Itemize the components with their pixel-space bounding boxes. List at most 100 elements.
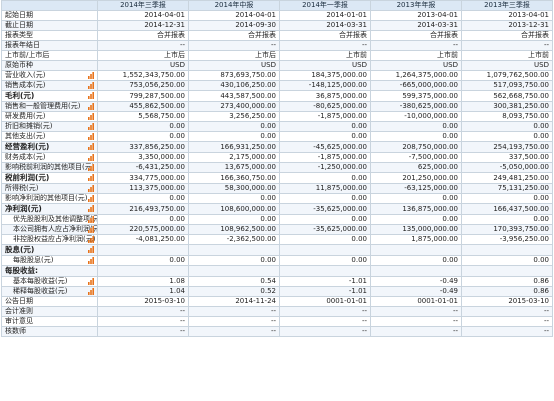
value-cell: 13,675,000.00	[188, 162, 280, 173]
value-cell: 0.52	[188, 286, 280, 297]
value-cell: 合并报表	[188, 30, 280, 41]
table-row: 所得税(元) 113,375,000.00 58,300,000.00 11,875,…	[1, 183, 553, 194]
value-cell: -2,362,500.00	[188, 234, 280, 245]
table-row: 财务成本(元) 3,350,000.00 2,175,000.00 -1,875,00…	[1, 152, 553, 163]
row-label: 基本每股收益(元)	[1, 276, 98, 287]
table-row: 稀释每股收益(元) 1.04 0.52 -1.01 -0.49 0.86	[1, 286, 553, 297]
table-row: 净利润(元) 216,493,750.00 108,600,000.00 -35,62…	[1, 203, 553, 215]
value-cell: 0.00	[188, 214, 280, 225]
value-cell: USD	[279, 60, 371, 71]
value-cell: --	[188, 316, 280, 327]
value-cell: 2013-12-31	[461, 20, 553, 31]
row-label: 研发费用(元)	[1, 111, 98, 122]
value-cell: 273,400,000.00	[188, 101, 280, 112]
chart-icon[interactable]	[88, 257, 95, 264]
value-cell: 0.86	[461, 286, 553, 297]
row-label: 税前利润(元)	[1, 172, 98, 184]
value-cell: 36,875,000.00	[279, 90, 371, 102]
chart-icon[interactable]	[88, 82, 95, 89]
value-cell: 873,693,750.00	[188, 70, 280, 81]
table-row: 非控股权益应占净利润(元) -4,081,250.00 -2,362,500.00 0…	[1, 234, 553, 245]
value-cell: 430,106,250.00	[188, 80, 280, 91]
value-cell: 2,175,000.00	[188, 152, 280, 163]
table-row: 基本每股收益(元) 1.08 0.54 -1.01 -0.49 0.86	[1, 276, 553, 287]
value-cell	[97, 265, 189, 277]
value-cell: 0.00	[370, 214, 462, 225]
value-cell: 208,750,000.00	[370, 141, 462, 153]
row-label-text: 折旧和摊销(元)	[5, 122, 53, 131]
value-cell: 0.00	[370, 255, 462, 266]
table-row: 审计意见 -- -- -- -- --	[1, 316, 553, 327]
value-cell: -80,625,000.00	[279, 101, 371, 112]
chart-icon[interactable]	[88, 133, 95, 140]
value-cell: -0.49	[370, 286, 462, 297]
chart-icon[interactable]	[88, 216, 95, 223]
chart-icon[interactable]	[88, 236, 95, 243]
table-row: 经营盈利(元) 337,856,250.00 166,931,250.00 -45,6…	[1, 141, 553, 153]
income-statement-table: 2014年三季报 2014年中报 2014年一季报 2013年年报 2013年三…	[1, 0, 553, 337]
chart-icon[interactable]	[88, 164, 95, 171]
value-cell	[461, 265, 553, 277]
chart-icon[interactable]	[88, 113, 95, 120]
value-cell: 11,875,000.00	[279, 183, 371, 194]
value-cell: 0.00	[279, 131, 371, 142]
value-cell: --	[461, 326, 553, 337]
row-label-text: 毛利(元)	[5, 91, 35, 101]
value-cell: 0.54	[188, 276, 280, 287]
chart-icon[interactable]	[88, 123, 95, 130]
value-cell: --	[461, 316, 553, 327]
chart-icon[interactable]	[88, 143, 95, 150]
chart-icon[interactable]	[88, 72, 95, 79]
chart-icon[interactable]	[88, 92, 95, 99]
value-cell: 合并报表	[461, 30, 553, 41]
value-cell: 0.00	[97, 214, 189, 225]
row-label: 稀释每股收益(元)	[1, 286, 98, 297]
table-row: 研发费用(元) 5,568,750.00 3,256,250.00 -1,875,00…	[1, 111, 553, 122]
value-cell: -4,081,250.00	[97, 234, 189, 245]
row-label: 本公司拥有人应占净利润(元)	[1, 224, 98, 235]
chart-icon[interactable]	[88, 205, 95, 212]
value-cell: 1.04	[97, 286, 189, 297]
table-row: 其他支出(元) 0.00 0.00 0.00 0.00 0.00	[1, 131, 553, 142]
table-row: 折旧和摊销(元) 0.00 0.00 0.00 0.00 0.00	[1, 121, 553, 132]
chart-icon[interactable]	[88, 174, 95, 181]
chart-icon[interactable]	[88, 185, 95, 192]
chart-icon[interactable]	[88, 195, 95, 202]
value-cell: --	[279, 316, 371, 327]
row-label: 销售成本(元)	[1, 80, 98, 91]
chart-icon[interactable]	[88, 246, 95, 253]
row-label-text: 截止日期	[5, 21, 33, 30]
row-label-text: 非控股权益应占净利润(元)	[13, 235, 96, 244]
value-cell: 0.00	[188, 121, 280, 132]
row-label: 会计准则	[1, 306, 98, 317]
value-cell: 3,350,000.00	[97, 152, 189, 163]
value-cell: 2014-04-01	[97, 10, 189, 21]
row-label: 公告日期	[1, 296, 98, 307]
value-cell: USD	[370, 60, 462, 71]
value-cell: 0.00	[279, 172, 371, 184]
row-label-text: 营业收入(元)	[5, 71, 46, 80]
row-label: 原始币种	[1, 60, 98, 71]
table-row: 上市前/上市后 上市后 上市后 上市前 上市前 上市前	[1, 50, 553, 61]
value-cell: 0.00	[279, 121, 371, 132]
value-cell: -0.49	[370, 276, 462, 287]
value-cell: 0.00	[279, 234, 371, 245]
value-cell: 合并报表	[97, 30, 189, 41]
row-label-text: 经营盈利(元)	[5, 142, 50, 152]
value-cell: -1,875,000.00	[279, 152, 371, 163]
row-label: 截止日期	[1, 20, 98, 31]
value-cell: 0.00	[97, 255, 189, 266]
value-cell: 166,360,750.00	[188, 172, 280, 184]
table-row: 报表类型 合并报表 合并报表 合并报表 合并报表 合并报表	[1, 30, 553, 41]
row-label-text: 优先股股利及其他调整项(元)	[13, 215, 98, 224]
chart-icon[interactable]	[88, 154, 95, 161]
value-cell: 599,375,000.00	[370, 90, 462, 102]
value-cell: 2015-03-10	[97, 296, 189, 307]
table-row: 会计准则 -- -- -- -- --	[1, 306, 553, 317]
chart-icon[interactable]	[88, 103, 95, 110]
table-row: 影响税前利润的其他项目(元) -6,431,250.00 13,675,000.00…	[1, 162, 553, 173]
chart-icon[interactable]	[88, 226, 95, 233]
row-label-text: 会计准则	[5, 307, 33, 316]
chart-icon[interactable]	[88, 278, 95, 285]
chart-icon[interactable]	[88, 288, 95, 295]
